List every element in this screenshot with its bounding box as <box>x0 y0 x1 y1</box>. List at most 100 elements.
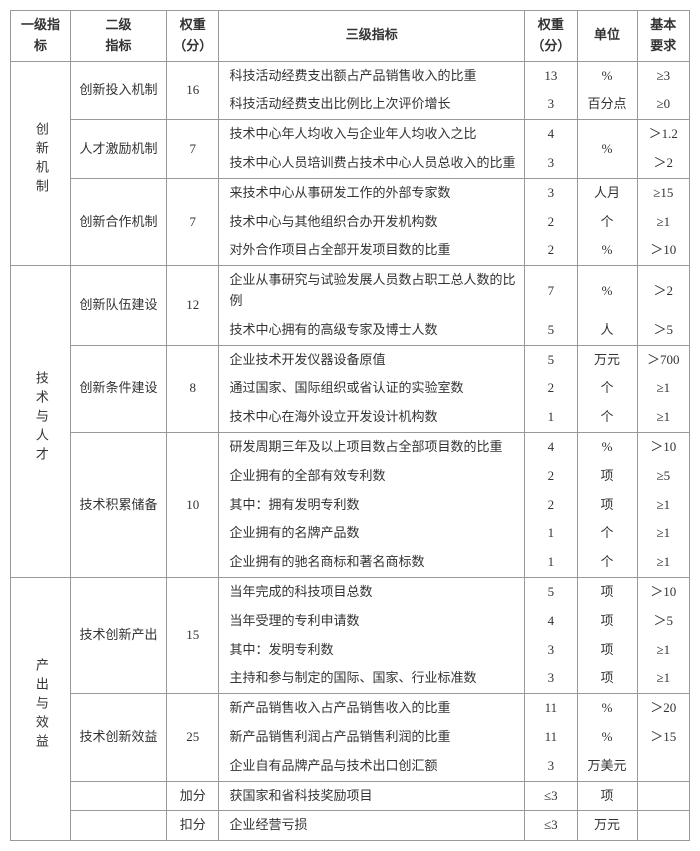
l3-cell: 其中：发明专利数 <box>219 636 525 665</box>
req-cell: ＞2 <box>637 149 689 178</box>
l2-cell: 创新投入机制 <box>71 61 167 120</box>
req-cell <box>637 781 689 811</box>
w3-cell: 11 <box>525 694 577 723</box>
req-cell: ＞10 <box>637 236 689 265</box>
row: 人才激励机制 7 技术中心年人均收入与企业年人均收入之比 4 % ＞1.2 <box>11 120 690 149</box>
l2-cell <box>71 811 167 841</box>
evaluation-table: 一级指标 二级指标 权重（分） 三级指标 权重（分） 单位 基本要求 创新机制 … <box>10 10 690 841</box>
w3-cell: ≤3 <box>525 781 577 811</box>
l2-cell: 技术创新产出 <box>71 577 167 693</box>
w3-cell: 4 <box>525 120 577 149</box>
w-cell: 加分 <box>167 781 219 811</box>
w-cell: 15 <box>167 577 219 693</box>
l3-cell: 其中：拥有发明专利数 <box>219 491 525 520</box>
w-cell: 10 <box>167 432 219 577</box>
u-cell: 万美元 <box>577 752 637 781</box>
l2-cell: 创新队伍建设 <box>71 266 167 345</box>
u-cell: 项 <box>577 607 637 636</box>
w3-cell: 2 <box>525 491 577 520</box>
req-cell: ≥1 <box>637 374 689 403</box>
h7: 基本要求 <box>637 11 689 62</box>
u-cell: 个 <box>577 403 637 432</box>
l3-cell: 当年完成的科技项目总数 <box>219 577 525 606</box>
req-cell <box>637 752 689 781</box>
w3-cell: 1 <box>525 403 577 432</box>
req-cell: ≥15 <box>637 178 689 207</box>
req-cell: ≥1 <box>637 636 689 665</box>
row: 创新条件建设 8 企业技术开发仪器设备原值 5 万元 ＞700 <box>11 345 690 374</box>
u-cell: 个 <box>577 548 637 577</box>
w3-cell: 2 <box>525 462 577 491</box>
u-cell: 个 <box>577 208 637 237</box>
l3-cell: 企业从事研究与试验发展人员数占职工总人数的比例 <box>219 266 525 316</box>
req-cell: ＞15 <box>637 723 689 752</box>
h1: 一级指标 <box>11 11 71 62</box>
l3-cell: 当年受理的专利申请数 <box>219 607 525 636</box>
req-cell: ≥1 <box>637 548 689 577</box>
l3-cell: 科技活动经费支出额占产品销售收入的比重 <box>219 61 525 90</box>
w3-cell: 3 <box>525 752 577 781</box>
row: 产出与效益 技术创新产出 15 当年完成的科技项目总数 5 项 ＞10 <box>11 577 690 606</box>
w-cell: 7 <box>167 178 219 265</box>
l3-cell: 技术中心在海外设立开发设计机构数 <box>219 403 525 432</box>
w3-cell: 7 <box>525 266 577 316</box>
w3-cell: 2 <box>525 374 577 403</box>
h4: 三级指标 <box>219 11 525 62</box>
w3-cell: 1 <box>525 519 577 548</box>
h5: 权重（分） <box>525 11 577 62</box>
w3-cell: 2 <box>525 236 577 265</box>
req-cell <box>637 811 689 841</box>
l3-cell: 企业自有品牌产品与技术出口创汇额 <box>219 752 525 781</box>
row: 创新合作机制 7 来技术中心从事研发工作的外部专家数 3 人月 ≥15 <box>11 178 690 207</box>
l2-cell: 人才激励机制 <box>71 120 167 179</box>
u-cell: 人 <box>577 316 637 345</box>
w3-cell: 13 <box>525 61 577 90</box>
l3-cell: 企业拥有的名牌产品数 <box>219 519 525 548</box>
l3-cell: 研发周期三年及以上项目数占全部项目数的比重 <box>219 432 525 461</box>
w3-cell: 11 <box>525 723 577 752</box>
row: 扣分 企业经营亏损 ≤3 万元 <box>11 811 690 841</box>
l2-cell: 创新合作机制 <box>71 178 167 265</box>
u-cell: 项 <box>577 781 637 811</box>
w-cell: 16 <box>167 61 219 120</box>
req-cell: ≥1 <box>637 491 689 520</box>
l2-cell <box>71 781 167 811</box>
u-cell: % <box>577 236 637 265</box>
w3-cell: 4 <box>525 432 577 461</box>
l1-cell: 产出与效益 <box>11 577 71 840</box>
w3-cell: 4 <box>525 607 577 636</box>
req-cell: ＞1.2 <box>637 120 689 149</box>
l3-cell: 通过国家、国际组织或省认证的实验室数 <box>219 374 525 403</box>
w-cell: 8 <box>167 345 219 432</box>
u-cell: % <box>577 266 637 316</box>
req-cell: ≥1 <box>637 664 689 693</box>
l3-cell: 科技活动经费支出比例比上次评价增长 <box>219 90 525 119</box>
l3-cell: 技术中心人员培训费占技术中心人员总收入的比重 <box>219 149 525 178</box>
w3-cell: 2 <box>525 208 577 237</box>
l3-cell: 技术中心拥有的高级专家及博士人数 <box>219 316 525 345</box>
l3-cell: 来技术中心从事研发工作的外部专家数 <box>219 178 525 207</box>
u-cell: 万元 <box>577 811 637 841</box>
req-cell: ≥1 <box>637 519 689 548</box>
w3-cell: 3 <box>525 90 577 119</box>
w-cell: 7 <box>167 120 219 179</box>
u-cell: 项 <box>577 636 637 665</box>
req-cell: ＞2 <box>637 266 689 316</box>
row: 加分 获国家和省科技奖励项目 ≤3 项 <box>11 781 690 811</box>
u-cell: % <box>577 723 637 752</box>
row: 技术积累储备 10 研发周期三年及以上项目数占全部项目数的比重 4 % ＞10 <box>11 432 690 461</box>
req-cell: ≥1 <box>637 208 689 237</box>
req-cell: ＞5 <box>637 607 689 636</box>
u-cell: 万元 <box>577 345 637 374</box>
l3-cell: 企业技术开发仪器设备原值 <box>219 345 525 374</box>
w3-cell: 5 <box>525 345 577 374</box>
req-cell: ＞700 <box>637 345 689 374</box>
u-cell: 项 <box>577 577 637 606</box>
l2-cell: 技术积累储备 <box>71 432 167 577</box>
l3-cell: 技术中心与其他组织合办开发机构数 <box>219 208 525 237</box>
req-cell: ＞20 <box>637 694 689 723</box>
h3: 权重（分） <box>167 11 219 62</box>
req-cell: ≥1 <box>637 403 689 432</box>
w3-cell: 1 <box>525 548 577 577</box>
l1-cell: 创新机制 <box>11 61 71 266</box>
